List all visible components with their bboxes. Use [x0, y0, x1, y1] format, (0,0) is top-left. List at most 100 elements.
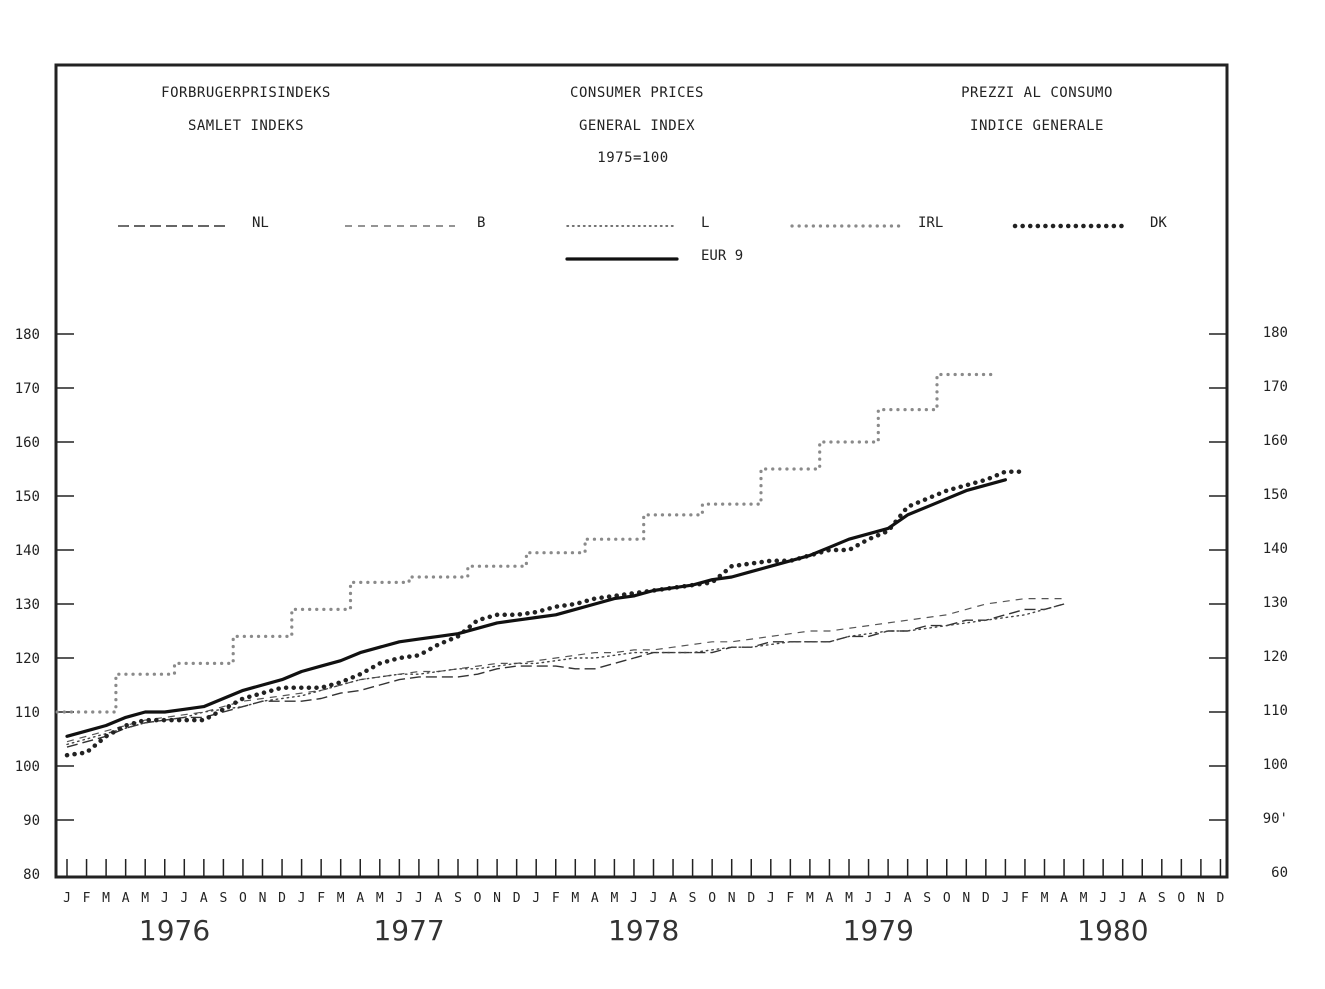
- month-label: D: [747, 891, 755, 906]
- month-label: S: [454, 891, 462, 906]
- y-tick-label-right: 140: [1263, 541, 1288, 557]
- month-label: A: [669, 891, 677, 906]
- month-label: M: [337, 891, 345, 906]
- month-label: J: [395, 891, 403, 906]
- legend-label-l: L: [701, 215, 709, 231]
- month-label: N: [728, 891, 736, 906]
- series-layer: [55, 372, 1065, 758]
- month-label: J: [1099, 891, 1107, 906]
- month-label: D: [278, 891, 286, 906]
- legend-label-eur-9: EUR 9: [701, 248, 743, 264]
- month-label: A: [1060, 891, 1068, 906]
- y-tick-label-left: 150: [15, 489, 40, 505]
- y-tick-label-left: 100: [15, 759, 40, 775]
- series-line-l: [66, 603, 1065, 746]
- series-line-nl: [66, 603, 1065, 748]
- month-label: M: [806, 891, 814, 906]
- month-label: M: [141, 891, 149, 906]
- y-tick-label-left: 170: [15, 381, 40, 397]
- y-axis-right: 180 170 160 150 140 130 120 110 100 90' 60: [1209, 325, 1288, 881]
- year-label: 1977: [373, 914, 444, 947]
- month-label: M: [1041, 891, 1049, 906]
- month-label: O: [239, 891, 247, 906]
- month-label: S: [689, 891, 697, 906]
- y-tick-label-left: 180: [15, 327, 40, 343]
- month-label: S: [219, 891, 227, 906]
- y-tick-label-left: 130: [15, 597, 40, 613]
- month-label: O: [1177, 891, 1185, 906]
- month-label: J: [180, 891, 188, 906]
- header-left-line-2: SAMLET INDEKS: [188, 118, 304, 134]
- y-tick-label-left: 140: [15, 543, 40, 559]
- chart-legend: NL B L IRL DK EUR 9: [118, 215, 1167, 264]
- legend-label-irl: IRL: [918, 215, 943, 231]
- y-tick-label-right: 160: [1263, 433, 1288, 449]
- series-line-dk: [64, 469, 1028, 758]
- month-label: M: [1080, 891, 1088, 906]
- month-label: A: [591, 891, 599, 906]
- year-label: 1980: [1077, 914, 1148, 947]
- chart-frame: [54, 63, 1229, 879]
- month-label: F: [1021, 891, 1029, 906]
- month-label: O: [708, 891, 716, 906]
- month-label: F: [83, 891, 91, 906]
- month-label: O: [943, 891, 951, 906]
- y-tick-label-right: 120: [1263, 649, 1288, 665]
- month-label: M: [376, 891, 384, 906]
- month-label: M: [610, 891, 618, 906]
- series-line-b: [66, 598, 1065, 743]
- header-right-line-2: INDICE GENERALE: [970, 118, 1104, 134]
- series-line-eur-9: [65, 478, 1007, 738]
- month-label: A: [435, 891, 443, 906]
- legend-label-nl: NL: [252, 215, 269, 231]
- month-label: S: [1158, 891, 1166, 906]
- year-label: 1978: [608, 914, 679, 947]
- chart-header: FORBRUGERPRISINDEKS SAMLET INDEKS CONSUM…: [161, 85, 1113, 166]
- header-center-line-2: GENERAL INDEX: [579, 118, 695, 134]
- y-tick-label-right: 180: [1263, 325, 1288, 341]
- month-label: A: [356, 891, 364, 906]
- series-line-irl: [55, 372, 998, 714]
- month-label: F: [552, 891, 560, 906]
- y-tick-label-right: 90': [1263, 811, 1288, 827]
- month-label: A: [904, 891, 912, 906]
- y-tick-label-left: 160: [15, 435, 40, 451]
- month-label: D: [982, 891, 990, 906]
- month-label: A: [826, 891, 834, 906]
- month-label: N: [259, 891, 267, 906]
- month-label: J: [767, 891, 775, 906]
- month-label: S: [923, 891, 931, 906]
- month-label: A: [122, 891, 130, 906]
- header-right-line-1: PREZZI AL CONSUMO: [961, 85, 1113, 101]
- y-tick-label-left: 110: [15, 705, 40, 721]
- y-tick-label-right: 170: [1263, 379, 1288, 395]
- month-label: N: [1197, 891, 1205, 906]
- month-label: D: [1217, 891, 1225, 906]
- y-tick-label-left: 90: [23, 813, 40, 829]
- month-label: J: [161, 891, 169, 906]
- month-label: M: [571, 891, 579, 906]
- month-label: M: [845, 891, 853, 906]
- y-axis-left: 180 170 160 150 140 130 120 110 100 90 80: [15, 327, 74, 883]
- month-label: J: [1001, 891, 1009, 906]
- month-label: O: [474, 891, 482, 906]
- month-label: J: [650, 891, 658, 906]
- month-label: A: [1138, 891, 1146, 906]
- month-label: F: [786, 891, 794, 906]
- month-label: J: [884, 891, 892, 906]
- year-label: 1976: [139, 914, 210, 947]
- header-left-line-1: FORBRUGERPRISINDEKS: [161, 85, 331, 101]
- y-tick-label-left: 120: [15, 651, 40, 667]
- year-label: 1979: [843, 914, 914, 947]
- month-label: J: [630, 891, 638, 906]
- y-tick-label-right: 150: [1263, 487, 1288, 503]
- month-label: M: [102, 891, 110, 906]
- month-label: N: [962, 891, 970, 906]
- legend-label-dk: DK: [1150, 215, 1167, 231]
- y-tick-label-right: 130: [1263, 595, 1288, 611]
- month-label: J: [865, 891, 873, 906]
- month-label: J: [298, 891, 306, 906]
